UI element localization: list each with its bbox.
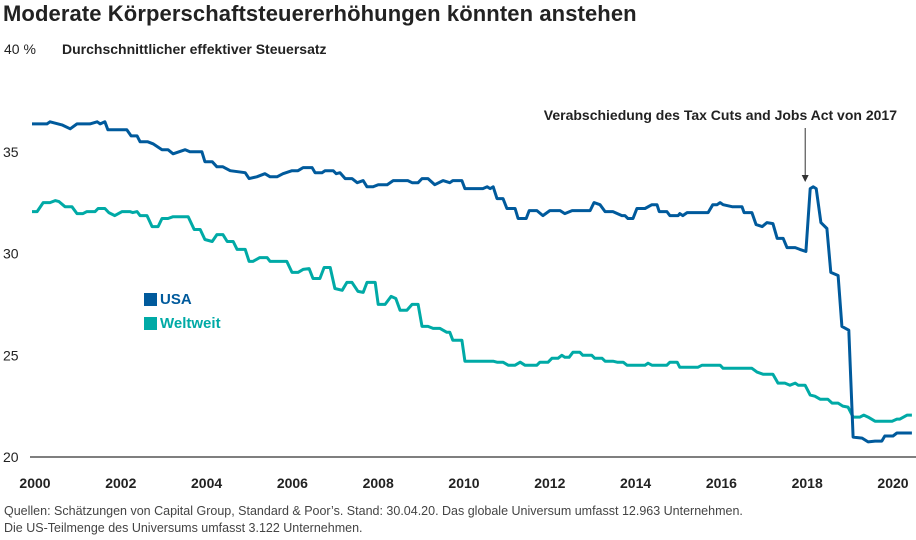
x-tick-label: 2006 <box>277 475 308 491</box>
y-tick-label: 20 <box>3 449 19 465</box>
legend-item-usa: USA <box>144 291 192 308</box>
legend-label-weltweit: Weltweit <box>160 315 221 332</box>
series-line-usa <box>32 120 912 444</box>
y-tick-label: 30 <box>3 246 19 262</box>
series-line-weltweit <box>32 199 912 423</box>
x-tick-label: 2018 <box>792 475 823 491</box>
x-tick-label: 2002 <box>105 475 136 491</box>
y-axis-top-label: 40 % <box>4 41 36 57</box>
x-tick-label: 2020 <box>877 475 908 491</box>
x-tick-label: 2004 <box>191 475 222 491</box>
x-tick-label: 2000 <box>19 475 50 491</box>
chart-title: Moderate Körperschaftsteuererhöhungen kö… <box>3 1 637 26</box>
legend-label-usa: USA <box>160 291 192 308</box>
source-note-line-1: Quellen: Schätzungen von Capital Group, … <box>4 504 743 518</box>
x-tick-label: 2008 <box>363 475 394 491</box>
legend-swatch-usa <box>144 293 157 306</box>
x-tick-label: 2016 <box>706 475 737 491</box>
annotation-text: Verabschiedung des Tax Cuts and Jobs Act… <box>544 107 897 123</box>
x-tick-label: 2010 <box>448 475 479 491</box>
source-note: Quellen: Schätzungen von Capital Group, … <box>4 503 743 537</box>
source-note-line-2: Die US-Teilmenge des Universums umfasst … <box>4 521 363 535</box>
y-tick-label: 35 <box>3 144 19 160</box>
x-tick-label: 2012 <box>534 475 565 491</box>
annotation: Verabschiedung des Tax Cuts and Jobs Act… <box>544 107 897 182</box>
y-tick-label: 25 <box>3 347 19 363</box>
legend-swatch-weltweit <box>144 317 157 330</box>
annotation-arrow-head-icon <box>801 175 809 182</box>
legend-item-weltweit: Weltweit <box>144 315 221 332</box>
y-axis-label: Durchschnittlicher effektiver Steuersatz <box>62 41 327 57</box>
x-tick-label: 2014 <box>620 475 651 491</box>
